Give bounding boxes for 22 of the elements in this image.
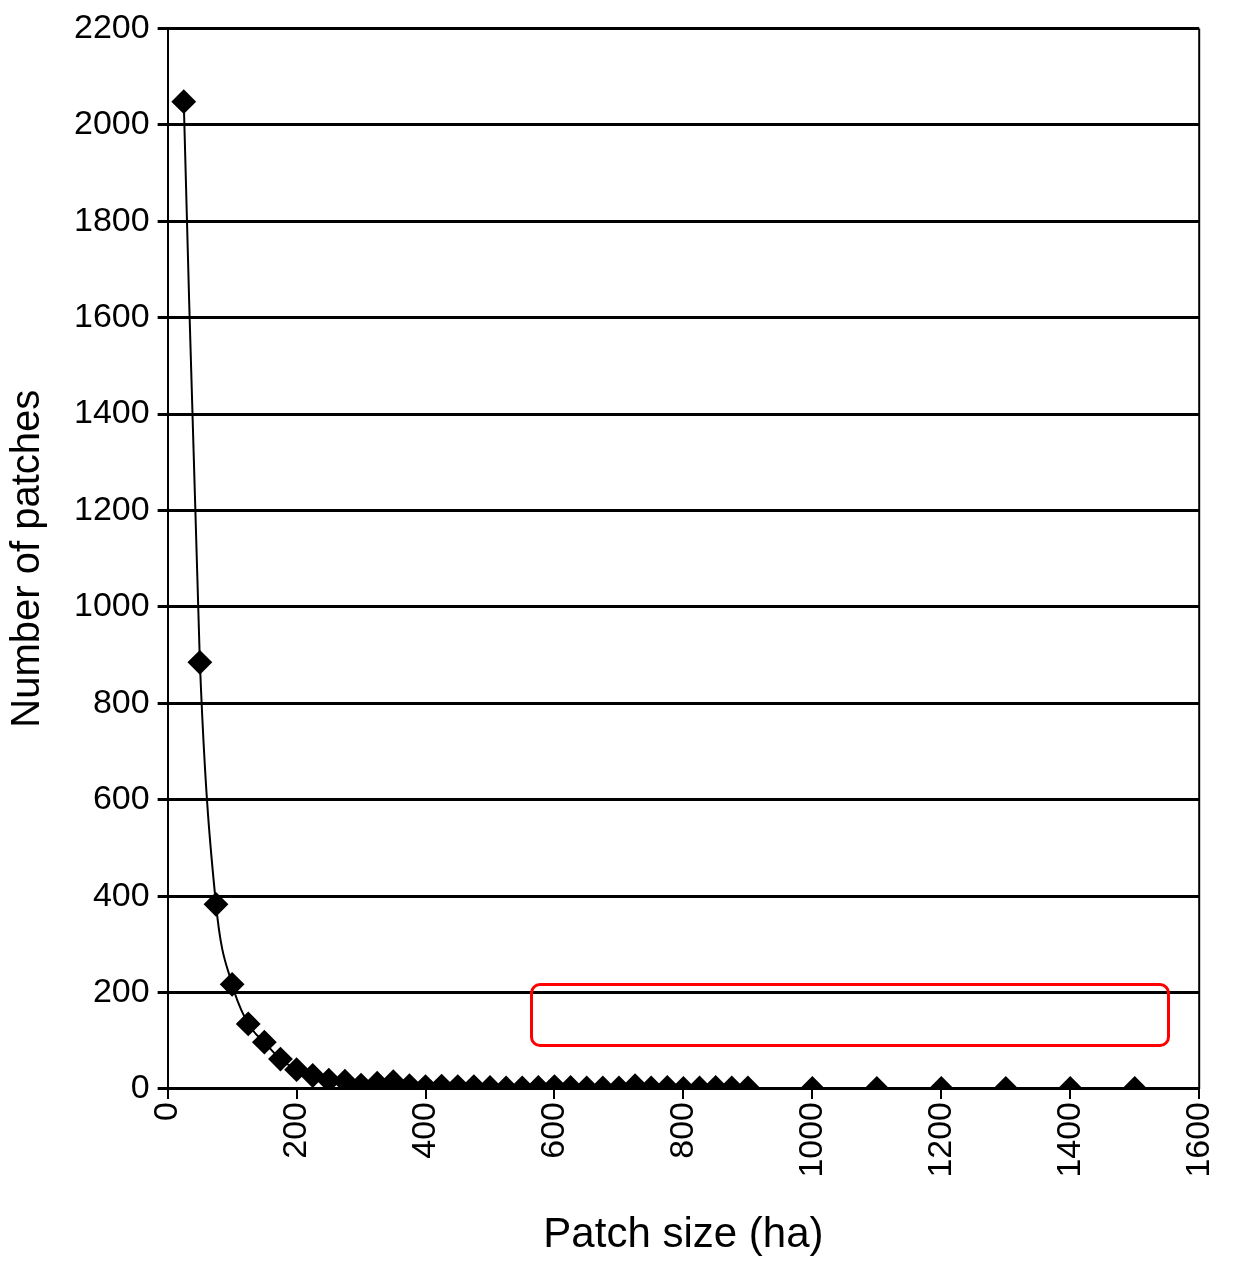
y-tick-label: 1600 bbox=[74, 296, 150, 335]
y-tick-label: 2200 bbox=[74, 6, 150, 45]
x-tick-label: 200 bbox=[274, 1101, 313, 1159]
x-tick-label: 1200 bbox=[919, 1101, 958, 1178]
y-tick-label: 1200 bbox=[74, 488, 150, 527]
x-tick-label: 600 bbox=[532, 1101, 571, 1159]
y-tick-label: 2000 bbox=[74, 103, 150, 142]
x-axis-title: Patch size (ha) bbox=[543, 1209, 824, 1257]
x-tick-label: 1600 bbox=[1177, 1101, 1216, 1178]
y-tick-label: 1400 bbox=[74, 392, 150, 431]
y-tick-label: 1000 bbox=[74, 585, 150, 624]
y-tick-label: 1800 bbox=[74, 199, 150, 238]
y-axis-title: Number of patches bbox=[3, 389, 48, 728]
x-tick-label: 1400 bbox=[1048, 1101, 1087, 1178]
y-tick-label: 400 bbox=[92, 874, 150, 913]
point bbox=[171, 89, 196, 114]
x-tick-label: 400 bbox=[403, 1101, 442, 1159]
x-tick-label: 800 bbox=[661, 1101, 700, 1159]
y-tick-label: 600 bbox=[92, 778, 150, 817]
x-tick-label: 1000 bbox=[790, 1101, 829, 1178]
y-tick-label: 200 bbox=[92, 970, 150, 1009]
y-tick-label: 800 bbox=[92, 681, 150, 720]
